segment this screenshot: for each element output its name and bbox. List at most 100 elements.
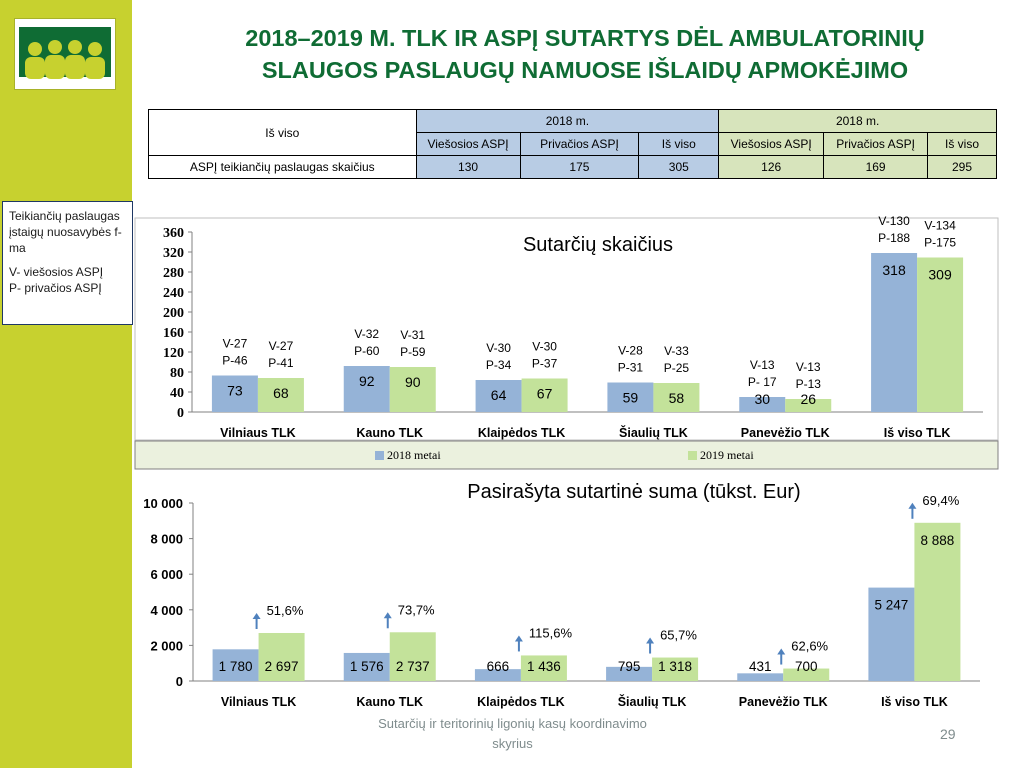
data-label: 92 xyxy=(359,373,375,389)
note-line-1: Teikiančių paslaugas įstaigų nuosavybės … xyxy=(9,209,122,255)
ownership-label: P-37 xyxy=(532,357,558,371)
x-tick-label: Panevėžio TLK xyxy=(741,426,830,440)
data-label: 309 xyxy=(928,267,952,283)
y-tick-label: 40 xyxy=(170,386,184,401)
data-label: 64 xyxy=(491,387,507,403)
data-label: 795 xyxy=(618,659,641,674)
bar xyxy=(606,666,653,681)
ownership-label: V-27 xyxy=(269,339,294,353)
chart-title: Pasirašyta sutartinė suma (tūkst. Eur) xyxy=(467,481,800,503)
y-tick-label: 0 xyxy=(177,406,184,421)
y-tick-label: 120 xyxy=(163,346,184,361)
data-label: 30 xyxy=(754,391,770,407)
ownership-label: P-188 xyxy=(878,231,910,245)
bar xyxy=(343,366,390,412)
bar xyxy=(475,380,522,412)
legend-label: 2019 metai xyxy=(700,448,754,462)
summary-table: Iš viso 2018 m. 2018 m. Viešosios ASPĮ P… xyxy=(148,109,997,179)
ownership-label: P-25 xyxy=(664,361,690,375)
table-cell: 295 xyxy=(927,155,997,179)
data-label: 700 xyxy=(795,659,818,674)
y-tick-label: 0 xyxy=(176,674,183,689)
data-label: 2 697 xyxy=(265,659,299,674)
data-label: 26 xyxy=(800,391,816,407)
y-tick-label: 320 xyxy=(163,246,184,261)
ownership-label: V-28 xyxy=(618,344,643,358)
bar xyxy=(258,632,305,681)
bar xyxy=(653,383,700,412)
ownership-label: P-31 xyxy=(618,361,644,375)
bar xyxy=(739,397,786,412)
ownership-label: V-33 xyxy=(664,344,689,358)
bar xyxy=(871,253,918,412)
bar xyxy=(474,669,521,681)
contracts-count-chart: 0 40 80 120 160 200 240 280 320 360 Sutarčių skaič… xyxy=(134,214,999,470)
bar xyxy=(737,673,784,681)
ownership-label: P-41 xyxy=(268,356,294,370)
ownership-note: Teikiančių paslaugas įstaigų nuosavybės … xyxy=(2,201,133,325)
ownership-label: P-46 xyxy=(222,354,248,368)
data-label: 67 xyxy=(537,386,553,402)
table-col-header: Privačios ASPĮ xyxy=(519,132,640,156)
x-tick-label: Iš viso TLK xyxy=(884,426,951,440)
page-number: 29 xyxy=(940,726,956,742)
y-tick-label: 280 xyxy=(163,266,184,281)
x-tick-label: Vilniaus TLK xyxy=(220,426,295,440)
data-label: 8 888 xyxy=(921,533,955,548)
growth-label: 51,6% xyxy=(267,603,304,618)
ownership-label: P-13 xyxy=(796,377,822,391)
table-col-header: Iš viso xyxy=(927,132,997,156)
bar xyxy=(652,657,699,681)
title-line-1: 2018–2019 M. TLK IR ASPĮ SUTARTYS DĖL AM… xyxy=(245,25,925,51)
data-label: 2 737 xyxy=(396,659,430,674)
table-corner-label: Iš viso xyxy=(148,109,417,156)
y-tick-label: 2 000 xyxy=(150,638,183,653)
data-label: 59 xyxy=(623,390,639,406)
data-label: 431 xyxy=(749,659,772,674)
growth-label: 115,6% xyxy=(529,625,573,640)
bar xyxy=(868,587,915,681)
growth-label: 65,7% xyxy=(660,628,697,643)
data-label: 318 xyxy=(882,262,906,278)
bar xyxy=(785,399,832,412)
table-cell: 130 xyxy=(415,155,521,179)
footer-text: Sutarčių ir teritorinių ligonių kasų koo… xyxy=(378,716,647,751)
ownership-label: V-13 xyxy=(750,358,775,372)
ownership-label: P-59 xyxy=(400,345,426,359)
legend-swatch xyxy=(375,451,384,460)
growth-label: 69,4% xyxy=(922,493,959,508)
x-tick-label: Panevėžio TLK xyxy=(739,695,828,709)
page-title: 2018–2019 M. TLK IR ASPĮ SUTARTYS DĖL AM… xyxy=(160,22,1010,86)
growth-arrow-icon xyxy=(646,637,655,644)
table-cell: 126 xyxy=(718,155,825,179)
ownership-label: V-30 xyxy=(532,340,557,354)
bar xyxy=(257,378,304,412)
x-tick-label: Vilniaus TLK xyxy=(221,695,296,709)
y-tick-label: 8 000 xyxy=(150,532,183,547)
legend-label: 2018 metai xyxy=(387,448,441,462)
growth-label: 62,6% xyxy=(791,639,828,654)
table-col-header: Privačios ASPĮ xyxy=(823,132,929,156)
ownership-label: P-175 xyxy=(924,236,956,250)
ownership-label: V-31 xyxy=(400,328,425,342)
growth-arrow-icon xyxy=(252,612,261,619)
data-label: 666 xyxy=(487,659,510,674)
data-label: 58 xyxy=(669,390,685,406)
y-tick-label: 80 xyxy=(170,366,184,381)
y-tick-label: 200 xyxy=(163,306,184,321)
table-group-2018: 2018 m. xyxy=(415,109,720,133)
bar xyxy=(917,257,964,412)
ownership-label: V-27 xyxy=(223,337,248,351)
growth-arrow-icon xyxy=(777,648,786,655)
ownership-label: V-13 xyxy=(796,360,821,374)
y-tick-label: 360 xyxy=(163,226,184,241)
x-tick-label: Klaipėdos TLK xyxy=(477,695,565,709)
bar xyxy=(783,668,830,681)
legend-swatch xyxy=(688,451,697,460)
x-tick-label: Šiaulių TLK xyxy=(618,694,687,709)
ownership-label: V-32 xyxy=(354,327,379,341)
ownership-label: V-134 xyxy=(924,219,956,233)
bar xyxy=(607,382,654,412)
data-label: 1 780 xyxy=(219,659,253,674)
x-tick-label: Kauno TLK xyxy=(356,695,423,709)
